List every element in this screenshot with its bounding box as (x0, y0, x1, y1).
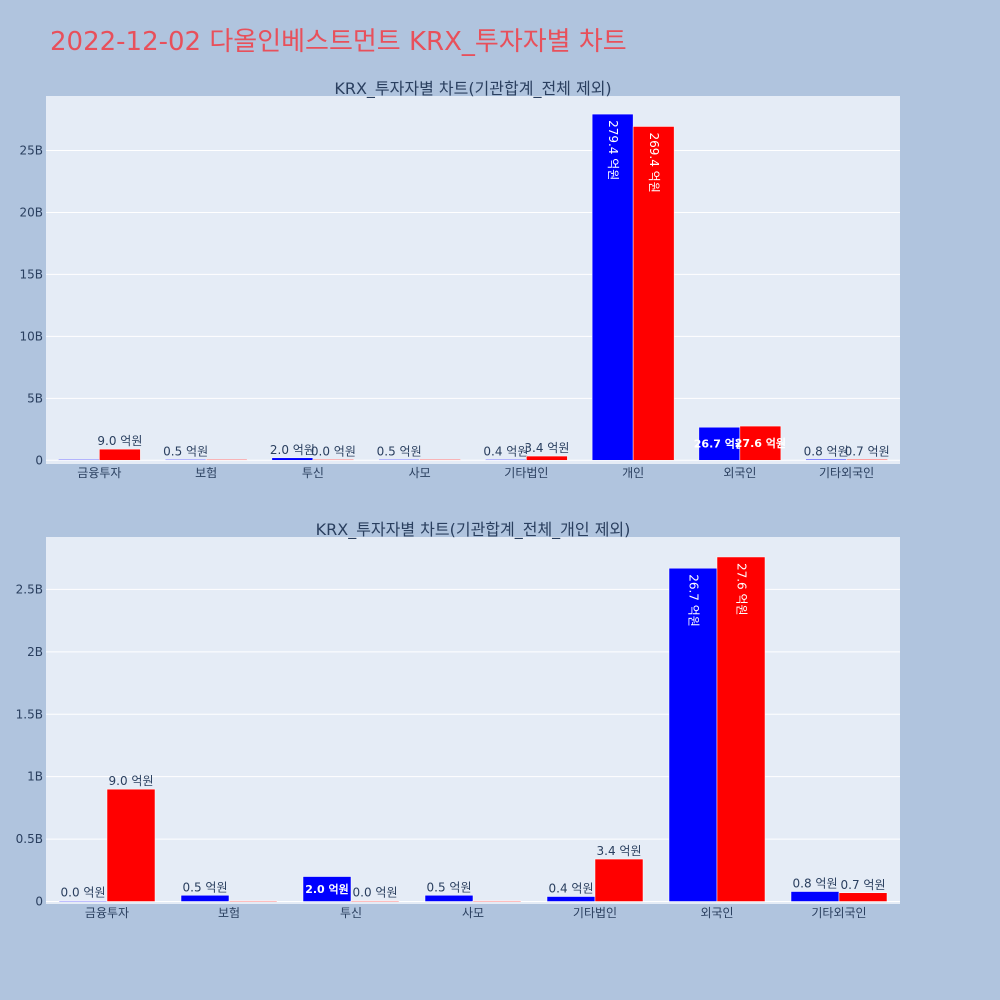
x-tick-label: 금융투자 (77, 466, 121, 480)
bar (632, 126, 675, 461)
y-tick-label: 2.5B (16, 582, 43, 596)
bar-label: 0.4 억원 (549, 882, 594, 896)
bar-label: 0.7 억원 (845, 444, 890, 458)
bar (350, 900, 400, 902)
bar-label: 0.0 억원 (353, 886, 398, 900)
y-tick-label: 5B (27, 391, 43, 405)
bar-label: 0.8 억원 (804, 444, 849, 458)
bar (485, 459, 527, 461)
bar (424, 895, 474, 902)
x-tick-label: 사모 (462, 906, 484, 920)
y-tick-label: 0 (35, 895, 43, 909)
bar-label: 0.5 억원 (183, 880, 228, 894)
bar-label: 0.4 억원 (483, 444, 528, 458)
chart-title: KRX_투자자별 차트(기관합계_전체 제외) (334, 79, 611, 99)
x-tick-label: 외국인 (700, 906, 733, 920)
bar (58, 900, 108, 902)
x-tick-label: 기타법인 (573, 906, 617, 920)
x-tick-label: 보험 (195, 466, 217, 480)
x-tick-label: 사모 (409, 466, 431, 480)
bar-label: 269.4 억원 (647, 132, 661, 192)
y-tick-label: 25B (19, 144, 43, 158)
x-tick-label: 기타외국인 (819, 466, 874, 480)
bar (164, 459, 207, 461)
bar (472, 900, 522, 902)
chart-title: KRX_투자자별 차트(기관합계_전체_개인 제외) (316, 520, 631, 540)
y-tick-label: 20B (19, 205, 43, 219)
bar (271, 457, 314, 461)
bar-label: 26.7 억원 (694, 437, 745, 451)
bar (591, 113, 634, 461)
bar (99, 448, 141, 461)
bar-label: 0.5 억원 (377, 444, 422, 458)
x-tick-label: 금융투자 (85, 906, 129, 920)
bar-label: 27.6 억원 (735, 436, 786, 450)
bar (526, 455, 568, 461)
bar-label: 0.5 억원 (427, 880, 472, 894)
x-tick-label: 투신 (340, 906, 362, 920)
chart-2: KRX_투자자별 차트(기관합계_전체_개인 제외) 0 0.5B 1B 1.5B 2B 2… (16, 520, 900, 920)
bar (58, 459, 100, 461)
chart-1: KRX_투자자별 차트(기관합계_전체 제외) 0 5B 10B 15B 20B 25B 금융… (19, 79, 900, 480)
y-tick-label: 15B (19, 267, 43, 281)
bar (790, 891, 840, 902)
bar-label: 0.5 억원 (163, 444, 208, 458)
bar-label: 27.6 억원 (735, 563, 749, 616)
bar-label: 2.0 억원 (305, 882, 349, 896)
page-title: 2022-12-02 다올인베스트먼트 KRX_투자자별 차트 (50, 27, 627, 57)
bar-label: 0.0 억원 (311, 444, 356, 458)
y-tick-label: 1.5B (16, 707, 43, 721)
bar (302, 876, 352, 902)
bar (846, 459, 888, 461)
x-tick-label: 외국인 (723, 466, 756, 480)
bar (805, 459, 847, 461)
bar (716, 556, 766, 902)
bar (739, 425, 782, 461)
bar-label: 0.0 억원 (61, 886, 106, 900)
bar (180, 895, 230, 902)
y-tick-label: 0.5B (16, 832, 43, 846)
x-tick-label: 개인 (622, 466, 644, 480)
bar (205, 459, 248, 461)
bar (546, 896, 596, 902)
bar-label: 3.4 억원 (524, 441, 569, 455)
bar-label: 9.0 억원 (109, 774, 154, 788)
bar-label: 0.7 억원 (841, 878, 886, 892)
bar-label: 3.4 억원 (597, 844, 642, 858)
x-tick-label: 투신 (302, 466, 324, 480)
bar (419, 459, 461, 461)
y-tick-label: 0 (35, 453, 43, 467)
bar (594, 858, 644, 902)
y-tick-label: 10B (19, 329, 43, 343)
bar-label: 9.0 억원 (97, 434, 142, 448)
plot-area (46, 96, 900, 464)
y-tick-label: 2B (27, 645, 43, 659)
bar (312, 459, 355, 461)
x-tick-label: 보험 (218, 906, 240, 920)
bar-label: 279.4 억원 (606, 120, 620, 180)
bar (378, 459, 420, 461)
bar-label: 26.7 억원 (687, 574, 701, 627)
y-tick-label: 1B (27, 770, 43, 784)
bar-label: 0.8 억원 (793, 877, 838, 891)
bar (228, 900, 278, 902)
bar (106, 788, 156, 902)
bar-label: 2.0 억원 (270, 443, 315, 457)
x-tick-label: 기타외국인 (811, 906, 866, 920)
plot-area (46, 537, 900, 904)
x-tick-label: 기타법인 (504, 466, 548, 480)
bar (838, 892, 888, 902)
